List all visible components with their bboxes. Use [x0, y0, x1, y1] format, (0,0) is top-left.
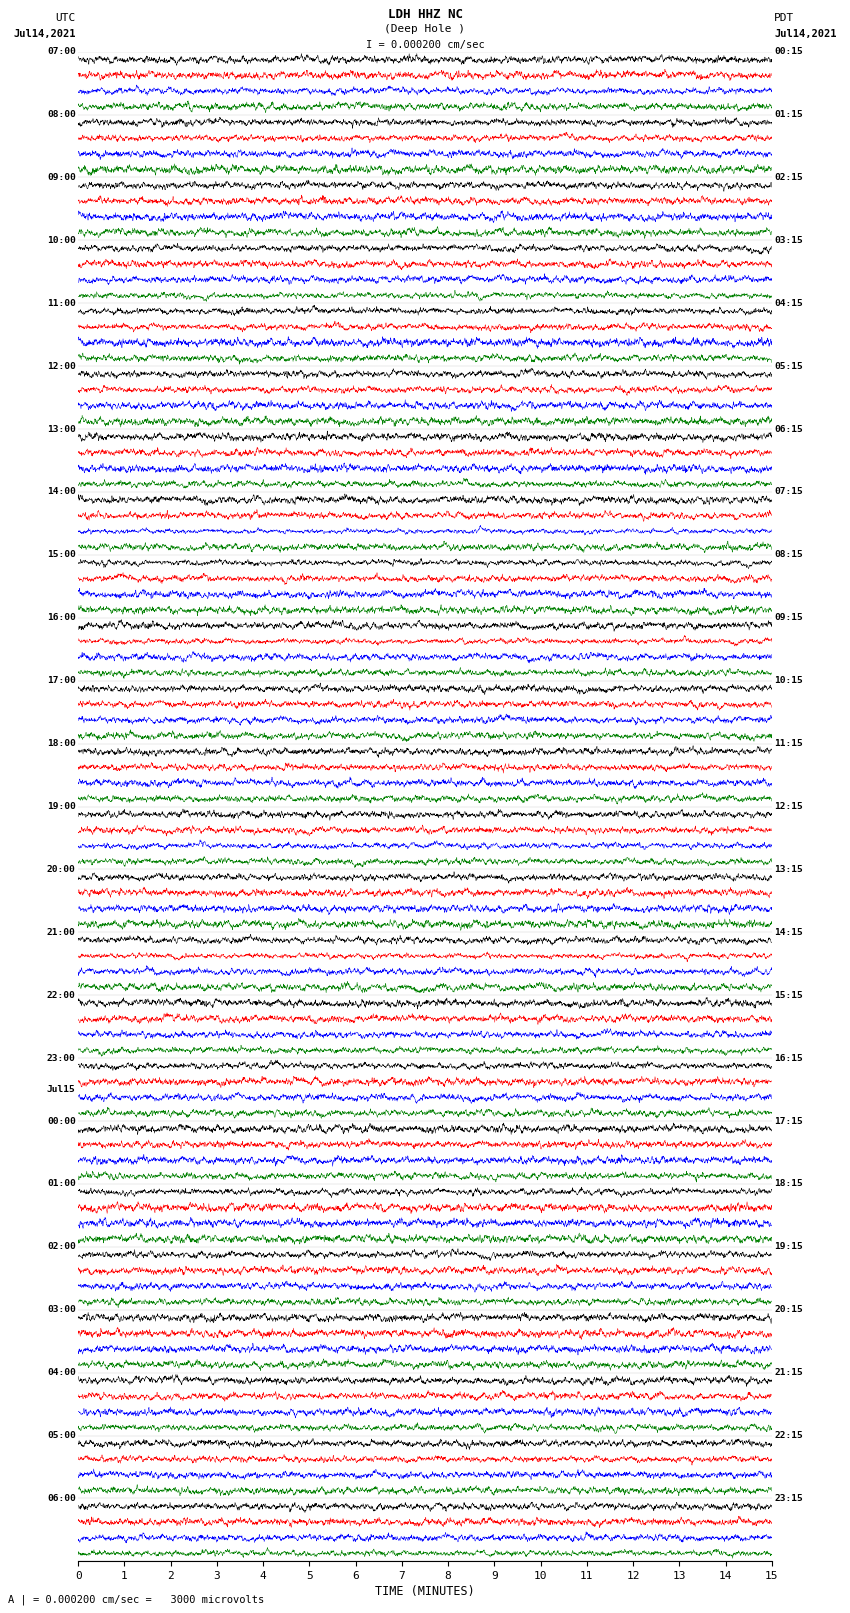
- Text: 22:15: 22:15: [774, 1431, 803, 1440]
- Text: 02:00: 02:00: [47, 1242, 76, 1252]
- Text: Jul14,2021: Jul14,2021: [774, 29, 837, 39]
- Text: 20:00: 20:00: [47, 865, 76, 874]
- Text: 18:15: 18:15: [774, 1179, 803, 1189]
- Text: Jul15: Jul15: [47, 1086, 76, 1094]
- Text: 22:00: 22:00: [47, 990, 76, 1000]
- Text: PDT: PDT: [774, 13, 795, 23]
- Text: 14:15: 14:15: [774, 927, 803, 937]
- Text: 10:15: 10:15: [774, 676, 803, 686]
- Text: 00:00: 00:00: [47, 1116, 76, 1126]
- Text: 04:00: 04:00: [47, 1368, 76, 1378]
- Text: 16:00: 16:00: [47, 613, 76, 623]
- Text: 03:15: 03:15: [774, 235, 803, 245]
- Text: 09:15: 09:15: [774, 613, 803, 623]
- Text: 23:15: 23:15: [774, 1494, 803, 1503]
- Text: LDH HHZ NC: LDH HHZ NC: [388, 8, 462, 21]
- Text: 04:15: 04:15: [774, 298, 803, 308]
- Text: 12:00: 12:00: [47, 361, 76, 371]
- Text: 20:15: 20:15: [774, 1305, 803, 1315]
- Text: 01:15: 01:15: [774, 110, 803, 119]
- Text: 05:00: 05:00: [47, 1431, 76, 1440]
- Text: I = 0.000200 cm/sec: I = 0.000200 cm/sec: [366, 40, 484, 50]
- Text: 16:15: 16:15: [774, 1053, 803, 1063]
- Text: 07:00: 07:00: [47, 47, 76, 56]
- Text: 21:15: 21:15: [774, 1368, 803, 1378]
- Text: 13:00: 13:00: [47, 424, 76, 434]
- Text: 06:15: 06:15: [774, 424, 803, 434]
- Text: 13:15: 13:15: [774, 865, 803, 874]
- Text: 14:00: 14:00: [47, 487, 76, 497]
- Text: 11:00: 11:00: [47, 298, 76, 308]
- X-axis label: TIME (MINUTES): TIME (MINUTES): [375, 1586, 475, 1598]
- Text: 19:00: 19:00: [47, 802, 76, 811]
- Text: 00:15: 00:15: [774, 47, 803, 56]
- Text: 06:00: 06:00: [47, 1494, 76, 1503]
- Text: 08:00: 08:00: [47, 110, 76, 119]
- Text: UTC: UTC: [55, 13, 76, 23]
- Text: 15:15: 15:15: [774, 990, 803, 1000]
- Text: 11:15: 11:15: [774, 739, 803, 748]
- Text: 18:00: 18:00: [47, 739, 76, 748]
- Text: A | = 0.000200 cm/sec =   3000 microvolts: A | = 0.000200 cm/sec = 3000 microvolts: [8, 1594, 264, 1605]
- Text: 09:00: 09:00: [47, 173, 76, 182]
- Text: 10:00: 10:00: [47, 235, 76, 245]
- Text: 15:00: 15:00: [47, 550, 76, 560]
- Text: 02:15: 02:15: [774, 173, 803, 182]
- Text: 01:00: 01:00: [47, 1179, 76, 1189]
- Text: 23:00: 23:00: [47, 1053, 76, 1063]
- Text: 21:00: 21:00: [47, 927, 76, 937]
- Text: 03:00: 03:00: [47, 1305, 76, 1315]
- Text: 05:15: 05:15: [774, 361, 803, 371]
- Text: 17:00: 17:00: [47, 676, 76, 686]
- Text: (Deep Hole ): (Deep Hole ): [384, 24, 466, 34]
- Text: 17:15: 17:15: [774, 1116, 803, 1126]
- Text: 07:15: 07:15: [774, 487, 803, 497]
- Text: 19:15: 19:15: [774, 1242, 803, 1252]
- Text: 08:15: 08:15: [774, 550, 803, 560]
- Text: Jul14,2021: Jul14,2021: [13, 29, 76, 39]
- Text: 12:15: 12:15: [774, 802, 803, 811]
